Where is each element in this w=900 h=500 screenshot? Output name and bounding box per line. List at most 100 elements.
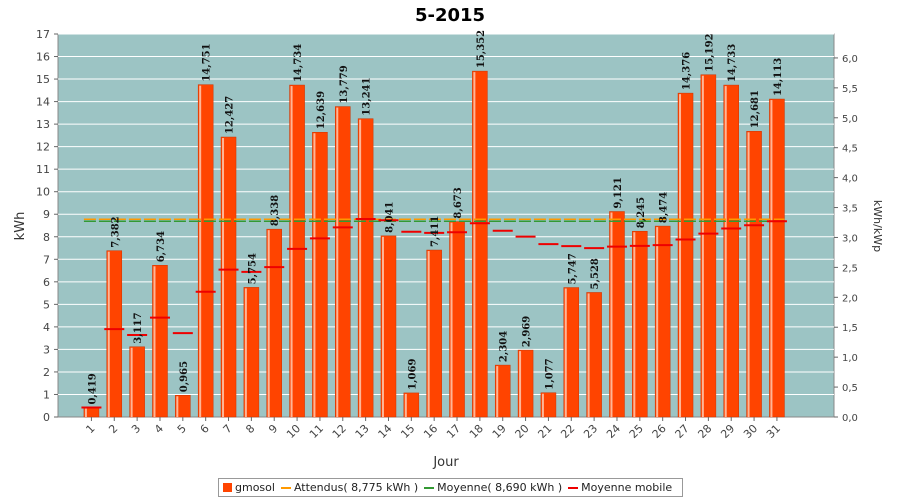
y2-tick-label: 3,5 [842, 204, 858, 215]
x-axis-title: Jour [432, 455, 459, 470]
y-tick-label: 6 [43, 276, 50, 289]
data-label: 14,734 [293, 44, 304, 82]
legend-swatch [280, 486, 291, 489]
data-label: 1,069 [407, 359, 418, 390]
data-label: 3,117 [133, 312, 144, 343]
x-tick-label: 23 [581, 422, 600, 441]
y2-axis: 0,0 0,5 1,0 1,5 2,0 2,5 3,0 3,5 4,0 4,5 5,0 5,5 6,0 [834, 54, 858, 424]
bar-highlight [679, 94, 682, 417]
bar-highlight [199, 85, 202, 418]
bar-highlight [130, 347, 133, 417]
data-label: 12,639 [316, 91, 327, 129]
y2-tick-label: 3,0 [842, 233, 858, 244]
x-tick-label: 17 [444, 422, 463, 441]
x-tick-label: 16 [421, 422, 440, 441]
x-tick-label: 8 [243, 422, 257, 436]
data-label: 12,427 [225, 96, 236, 134]
x-tick-label: 31 [764, 422, 783, 441]
x-tick-label: 4 [152, 422, 166, 436]
x-tick-label: 14 [376, 422, 395, 441]
bar-highlight [541, 393, 544, 417]
x-tick-label: 30 [741, 422, 760, 441]
bar-highlight [473, 72, 476, 417]
y2-tick-label: 4,5 [842, 144, 858, 155]
y-tick-label: 10 [36, 186, 50, 199]
data-label: 8,041 [384, 202, 395, 233]
y-tick-label: 2 [43, 366, 50, 379]
reference-lines [83, 218, 785, 222]
data-labels: 0,419 7,382 3,117 6,734 0,965 14,751 12,427 5,7… [87, 30, 784, 405]
data-label: 7,382 [110, 216, 121, 247]
legend-swatch [424, 486, 435, 489]
legend-swatch [568, 486, 579, 489]
data-label: 0,419 [87, 373, 98, 404]
bar-highlight [84, 408, 87, 417]
x-tick-label: 25 [627, 422, 646, 441]
x-tick-label: 24 [604, 422, 623, 441]
x-tick-label: 2 [106, 422, 120, 436]
bar-highlight [496, 366, 499, 417]
bar-highlight [290, 86, 293, 418]
chart-title: 5-2015 [415, 5, 485, 26]
x-tick-label: 6 [198, 422, 212, 436]
data-label: 14,113 [773, 58, 784, 96]
y-tick-label: 4 [43, 321, 50, 334]
x-tick-label: 15 [398, 422, 417, 441]
legend-swatch [223, 483, 232, 492]
y2-tick-label: 1,5 [842, 323, 858, 334]
legend-label: Attendus( 8,775 kWh ) [293, 481, 419, 494]
bar-highlight [450, 222, 453, 417]
plot-area [57, 33, 835, 418]
bar-highlight [244, 288, 247, 417]
bar-highlight [633, 232, 636, 417]
y2-tick-label: 4,0 [842, 174, 858, 185]
y2-tick-label: 5,5 [842, 84, 858, 95]
data-label: 8,474 [659, 192, 670, 223]
x-tick-label: 11 [307, 422, 326, 441]
data-label: 13,779 [339, 65, 350, 103]
bar-highlight [724, 86, 727, 418]
bar-highlight [564, 288, 567, 417]
data-label: 14,733 [727, 44, 738, 82]
data-label: 0,965 [179, 361, 190, 392]
y-tick-label: 14 [36, 96, 50, 109]
bar-highlight [359, 119, 362, 418]
bar-highlight [107, 251, 110, 417]
bar-highlight [222, 138, 225, 418]
data-label: 8,673 [453, 187, 464, 218]
x-tick-label: 21 [535, 422, 554, 441]
bar-highlight [267, 230, 270, 417]
y-tick-label: 0 [43, 411, 50, 424]
bar-highlight [770, 100, 773, 417]
bar-highlight [313, 133, 316, 417]
y-tick-label: 16 [36, 51, 50, 64]
data-label: 5,754 [247, 253, 258, 284]
x-tick-label: 9 [266, 422, 280, 436]
bar-highlight [587, 293, 590, 417]
x-tick-label: 7 [221, 422, 235, 436]
data-label: 8,245 [636, 197, 647, 228]
x-tick-label: 20 [513, 422, 532, 441]
x-axis: 1 2 3 4 5 6 7 8 9 10 11 12 13 14 15 16 17 18 19 20 21 22 23 24 2… [83, 417, 783, 441]
bar-highlight [176, 396, 179, 417]
bar-highlight [153, 266, 156, 417]
x-tick-label: 12 [330, 422, 349, 441]
y-tick-label: 12 [36, 141, 50, 154]
data-label: 15,352 [476, 30, 487, 68]
bars [83, 70, 785, 418]
bar-highlight [701, 75, 704, 417]
y-tick-label: 13 [36, 118, 50, 131]
data-label: 7,411 [430, 216, 441, 247]
x-tick-label: 3 [129, 422, 143, 436]
bar-highlight [610, 212, 613, 417]
y-tick-label: 1 [43, 388, 50, 401]
y-tick-label: 9 [43, 208, 50, 221]
data-label: 8,338 [270, 195, 281, 226]
data-label: 5,528 [590, 258, 601, 289]
data-label: 6,734 [156, 231, 167, 262]
bar-highlight [427, 251, 430, 417]
y2-tick-label: 2,5 [842, 263, 858, 274]
x-tick-label: 19 [490, 422, 509, 441]
